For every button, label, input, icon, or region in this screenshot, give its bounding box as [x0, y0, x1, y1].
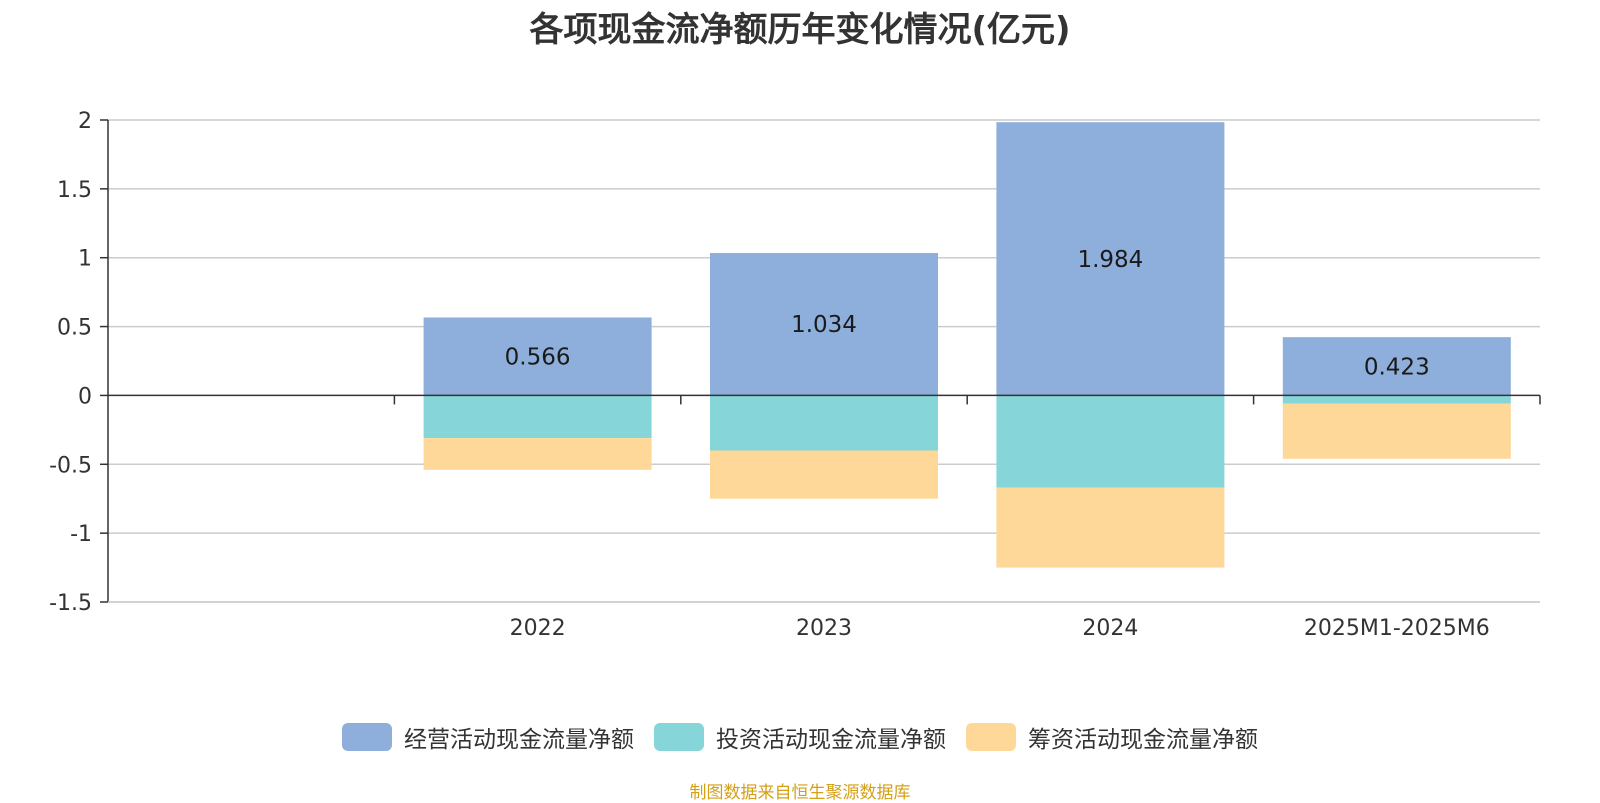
- bar-0-2: [710, 253, 938, 396]
- source-note: 制图数据来自恒生聚源数据库: [689, 783, 911, 803]
- x-tick-label: 2025M1-2025M6: [1304, 616, 1490, 641]
- data-label: 1.984: [1077, 247, 1143, 273]
- legend-label-financing: 筹资活动现金流量净额: [1028, 727, 1258, 753]
- bar-1-2: [710, 395, 938, 451]
- x-tick-label: 2022: [510, 616, 566, 641]
- bar-2-2: [710, 450, 938, 499]
- legend-swatch-investing: [654, 723, 704, 751]
- y-tick-label: -0.5: [49, 453, 92, 478]
- legend-swatch-financing: [966, 723, 1016, 751]
- bar-0-3: [996, 122, 1225, 396]
- legend-item-operating[interactable]: 经营活动现金流量净额: [342, 720, 634, 754]
- y-tick-label: 1: [78, 247, 92, 272]
- data-label: 0.423: [1364, 354, 1430, 380]
- bar-0-1: [423, 317, 652, 396]
- y-tick-label: 2: [78, 109, 92, 134]
- x-tick-label: 2024: [1082, 616, 1138, 641]
- bar-1-1: [423, 395, 652, 439]
- y-tick-label: 1.5: [57, 178, 92, 203]
- bar-2-4: [1282, 403, 1511, 459]
- x-tick-label: 2023: [796, 616, 852, 641]
- data-label: 0.566: [505, 344, 571, 370]
- y-tick-label: -1.5: [49, 591, 92, 616]
- legend-label-investing: 投资活动现金流量净额: [716, 727, 946, 753]
- legend-swatch-operating: [342, 723, 392, 751]
- data-label: 1.034: [791, 312, 857, 338]
- y-tick-label: 0: [78, 384, 92, 409]
- legend-label-operating: 经营活动现金流量净额: [404, 727, 634, 753]
- legend: 经营活动现金流量净额 投资活动现金流量净额 筹资活动现金流量净额: [0, 720, 1600, 754]
- legend-item-investing[interactable]: 投资活动现金流量净额: [654, 720, 946, 754]
- bar-0-4: [1282, 337, 1511, 396]
- bar-1-4: [1282, 395, 1511, 404]
- bar-2-3: [996, 487, 1225, 568]
- legend-item-financing[interactable]: 筹资活动现金流量净额: [966, 720, 1258, 754]
- bar-1-3: [996, 395, 1225, 488]
- bar-2-1: [423, 438, 652, 470]
- chart-title: 各项现金流净额历年变化情况(亿元): [529, 10, 1071, 50]
- y-tick-label: 0.5: [57, 316, 92, 341]
- y-tick-label: -1: [70, 522, 92, 547]
